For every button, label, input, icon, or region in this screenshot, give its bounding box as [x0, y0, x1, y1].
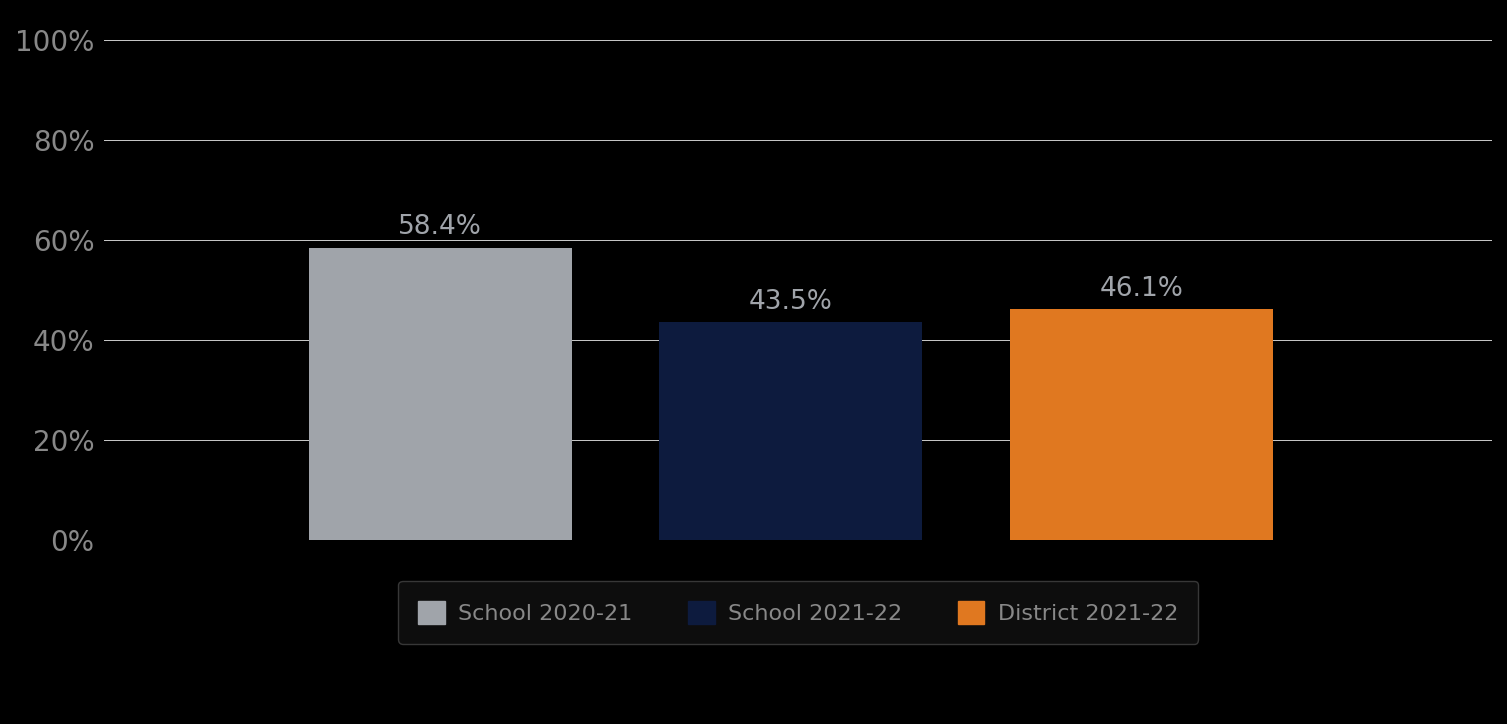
- Legend: School 2020-21, School 2021-22, District 2021-22: School 2020-21, School 2021-22, District…: [398, 581, 1198, 644]
- Bar: [659, 322, 922, 539]
- Bar: [309, 248, 571, 539]
- Text: 43.5%: 43.5%: [749, 289, 833, 315]
- Text: 58.4%: 58.4%: [398, 214, 482, 240]
- Text: 46.1%: 46.1%: [1100, 276, 1183, 302]
- Bar: [1010, 309, 1273, 539]
